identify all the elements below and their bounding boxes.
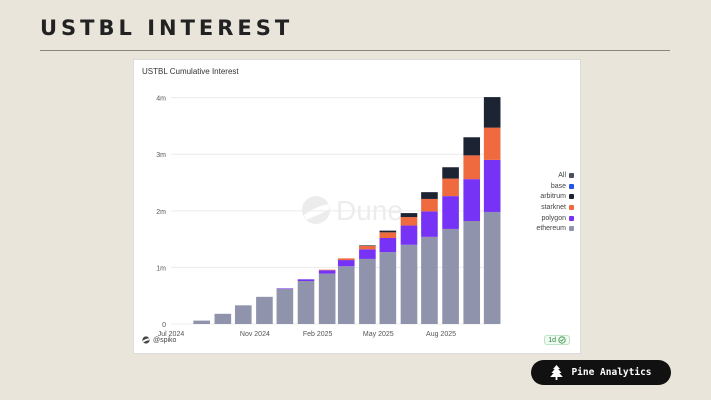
bar-ethereum[interactable]: [193, 320, 210, 324]
dune-logo-icon: [142, 336, 150, 344]
bar-ethereum[interactable]: [400, 244, 418, 324]
bar-polygon[interactable]: [379, 237, 397, 253]
bar-arbitrum[interactable]: [463, 137, 481, 156]
bar-ethereum[interactable]: [214, 313, 232, 324]
chart-card: USTBL Cumulative Interest Dune 0 1m 2m 3m 4m…: [133, 59, 581, 354]
brand-name: Pine Analytics: [571, 367, 652, 378]
legend-swatch: [569, 215, 574, 221]
bar-polygon[interactable]: [442, 196, 459, 229]
y-tick-label: 1m: [156, 265, 166, 272]
bar-ethereum[interactable]: [234, 305, 252, 324]
refresh-badge[interactable]: 1d: [544, 335, 570, 345]
y-tick-label: 3m: [156, 152, 166, 159]
bar-ethereum[interactable]: [256, 296, 273, 324]
bar-arbitrum[interactable]: [483, 97, 501, 128]
bar-ethereum[interactable]: [483, 211, 501, 324]
x-tick-label: Nov 2024: [240, 331, 270, 338]
legend-label: All: [558, 171, 566, 179]
slide-title: USTBL INTEREST: [40, 16, 294, 40]
legend-swatch: [569, 183, 574, 189]
bar-polygon[interactable]: [297, 279, 315, 281]
bar-ethereum[interactable]: [442, 228, 459, 324]
refresh-label: 1d: [548, 336, 556, 344]
bar-ethereum[interactable]: [318, 273, 336, 324]
bar-starknet[interactable]: [421, 198, 438, 212]
bar-starknet[interactable]: [337, 258, 355, 261]
bar-polygon[interactable]: [337, 260, 355, 267]
legend-label: base: [550, 182, 566, 190]
bar-arbitrum[interactable]: [400, 213, 418, 218]
author-tag[interactable]: @spiko: [142, 336, 176, 344]
legend-swatch: [569, 172, 574, 178]
legend-label: ethereum: [536, 225, 566, 233]
bar-starknet[interactable]: [463, 155, 481, 180]
bar-starknet[interactable]: [483, 127, 501, 160]
bar-polygon[interactable]: [359, 249, 376, 259]
bar-ethereum[interactable]: [359, 258, 376, 324]
bar-polygon[interactable]: [463, 179, 481, 222]
legend-item-ethereum[interactable]: ethereum: [527, 223, 574, 234]
bar-ethereum[interactable]: [463, 221, 481, 324]
bar-polygon[interactable]: [421, 211, 438, 237]
bar-starknet[interactable]: [359, 245, 376, 250]
bar-ethereum[interactable]: [337, 266, 355, 324]
legend-label: starknet: [541, 203, 566, 211]
author-name: @spiko: [153, 336, 177, 344]
x-tick-label: Feb 2025: [303, 331, 333, 338]
bar-arbitrum[interactable]: [442, 167, 459, 179]
bar-ethereum[interactable]: [297, 280, 315, 324]
legend-label: polygon: [541, 214, 566, 222]
legend-swatch: [569, 194, 574, 200]
bar-arbitrum[interactable]: [359, 245, 376, 246]
title-divider: [40, 50, 670, 51]
legend-swatch: [569, 226, 574, 232]
bar-polygon[interactable]: [400, 225, 418, 245]
y-tick-label: 4m: [156, 96, 166, 103]
chart-title: USTBL Cumulative Interest: [142, 67, 239, 76]
pine-tree-icon: [550, 365, 564, 380]
y-tick-label: 0: [162, 322, 166, 329]
bar-ethereum[interactable]: [421, 236, 438, 324]
y-tick-label: 2m: [156, 209, 166, 216]
legend-item-arbitrum[interactable]: arbitrum: [527, 191, 574, 202]
x-tick-label: Aug 2025: [426, 331, 456, 338]
bar-arbitrum[interactable]: [379, 230, 397, 233]
pine-analytics-badge: Pine Analytics: [531, 360, 671, 385]
legend-item-polygon[interactable]: polygon: [527, 213, 574, 224]
legend-item-all[interactable]: All: [527, 170, 574, 181]
bar-polygon[interactable]: [276, 288, 294, 289]
bar-starknet[interactable]: [379, 232, 397, 238]
bar-ethereum[interactable]: [276, 288, 294, 324]
chart-legend: All base arbitrum starknet polygon ethereum: [527, 170, 574, 234]
check-circle-icon: [558, 336, 566, 344]
x-tick-label: May 2025: [363, 331, 394, 338]
bar-arbitrum[interactable]: [421, 192, 438, 199]
legend-label: arbitrum: [540, 193, 566, 201]
bar-starknet[interactable]: [442, 178, 459, 197]
x-tick-label: Jul 2024: [158, 331, 185, 338]
bar-polygon[interactable]: [318, 270, 336, 274]
legend-item-starknet[interactable]: starknet: [527, 202, 574, 213]
legend-item-base[interactable]: base: [527, 181, 574, 192]
bar-starknet[interactable]: [318, 269, 336, 271]
legend-swatch: [569, 204, 574, 210]
bar-ethereum[interactable]: [379, 252, 397, 324]
bar-polygon[interactable]: [483, 159, 501, 212]
bar-starknet[interactable]: [400, 217, 418, 226]
